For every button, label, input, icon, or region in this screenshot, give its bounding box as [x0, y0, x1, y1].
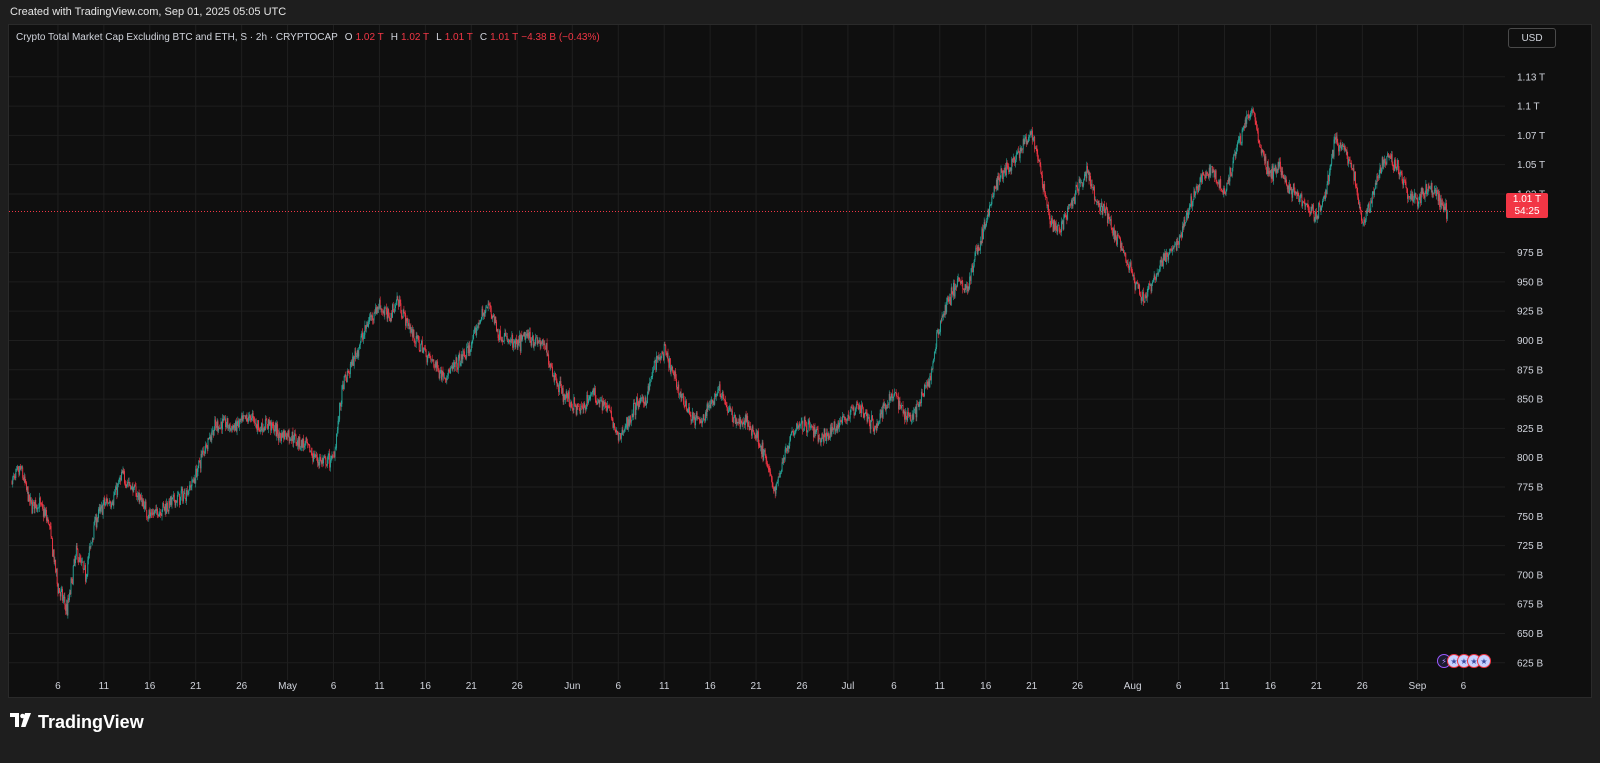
x-tick-label: 11	[935, 681, 946, 692]
x-tick-label: 6	[1461, 681, 1467, 692]
high-label: H	[390, 31, 398, 43]
open-label: O	[344, 31, 353, 43]
economic-events[interactable]: ⚡ ★ ★ ★ ★	[1437, 654, 1491, 668]
last-price-value: 1.01 T	[1512, 194, 1542, 205]
x-tick-label: 21	[1311, 681, 1323, 692]
x-tick-label: 6	[891, 681, 897, 692]
x-tick-label: 21	[1026, 681, 1038, 692]
x-tick-label: 26	[1072, 681, 1084, 692]
chart-attribution: Created with TradingView.com, Sep 01, 20…	[0, 0, 1600, 24]
currency-button[interactable]: USD	[1508, 28, 1556, 48]
x-tick-label: 16	[420, 681, 432, 692]
x-tick-label: 26	[796, 681, 808, 692]
y-tick-label: 950 B	[1517, 277, 1543, 288]
tradingview-logo[interactable]: TradingView	[10, 712, 144, 733]
high-value: 1.02 T	[400, 31, 430, 43]
x-tick-label: 21	[750, 681, 762, 692]
close-label: C	[479, 31, 488, 43]
y-tick-label: 750 B	[1517, 512, 1543, 523]
x-tick-label: 26	[1357, 681, 1369, 692]
x-tick-label: Jun	[564, 681, 580, 692]
chart-area[interactable]: 625 B 650 B 675 B 700 B 725 B 750 B 775 B 800 B…	[8, 24, 1592, 698]
x-tick-label: 11	[99, 681, 110, 692]
us-flag-icon[interactable]: ★	[1477, 654, 1491, 668]
y-tick-label: 975 B	[1517, 248, 1543, 259]
open-value: 1.02 T	[355, 31, 384, 43]
footer	[0, 698, 1600, 763]
x-tick-label: 21	[466, 681, 478, 692]
x-tick-label: 16	[144, 681, 156, 692]
y-tick-label: 775 B	[1517, 482, 1543, 493]
y-tick-label: 1.07 T	[1517, 131, 1545, 142]
x-tick-label: 6	[55, 681, 61, 692]
x-tick-label: 11	[374, 681, 385, 692]
x-tick-label: 6	[615, 681, 621, 692]
y-tick-label: 925 B	[1517, 307, 1543, 318]
x-tick-label: 16	[705, 681, 717, 692]
y-tick-label: 1.13 T	[1517, 72, 1545, 83]
x-tick-label: 26	[236, 681, 248, 692]
y-tick-label: 850 B	[1517, 395, 1543, 406]
candles	[11, 106, 1448, 619]
x-tick-label: Jul	[842, 681, 855, 692]
x-tick-label: May	[278, 681, 297, 692]
x-tick-label: 21	[190, 681, 202, 692]
x-tick-label: 11	[659, 681, 670, 692]
close-value: 1.01 T	[490, 31, 519, 43]
x-tick-label: 11	[1219, 681, 1230, 692]
x-tick-label: Sep	[1409, 681, 1427, 692]
y-tick-label: 1.05 T	[1517, 160, 1545, 171]
x-tick-label: Aug	[1124, 681, 1142, 692]
y-tick-label: 825 B	[1517, 424, 1543, 435]
y-tick-label: 800 B	[1517, 453, 1543, 464]
x-tick-label: 26	[512, 681, 524, 692]
y-tick-label: 625 B	[1517, 658, 1543, 669]
low-label: L	[436, 31, 442, 43]
symbol-title: Crypto Total Market Cap Excluding BTC an…	[16, 31, 338, 43]
candlestick-chart[interactable]: 625 B 650 B 675 B 700 B 725 B 750 B 775 B 800 B…	[9, 25, 1591, 697]
y-tick-label: 1.1 T	[1517, 102, 1540, 113]
y-tick-label: 900 B	[1517, 336, 1543, 347]
x-tick-label: 16	[980, 681, 992, 692]
y-tick-label: 675 B	[1517, 600, 1543, 611]
symbol-legend: Crypto Total Market Cap Excluding BTC an…	[16, 30, 600, 44]
low-value: 1.01 T	[444, 31, 473, 43]
tradingview-logo-text: TradingView	[38, 712, 144, 732]
x-tick-label: 6	[331, 681, 337, 692]
last-price-tag: 1.01 T 54:25	[1506, 193, 1548, 218]
y-tick-label: 725 B	[1517, 541, 1543, 552]
tradingview-logo-icon	[10, 713, 32, 732]
y-tick-label: 700 B	[1517, 570, 1543, 581]
y-tick-label: 875 B	[1517, 365, 1543, 376]
x-tick-label: 6	[1176, 681, 1182, 692]
y-tick-label: 650 B	[1517, 629, 1543, 640]
created-with-text: Created with TradingView.com, Sep 01, 20…	[10, 6, 287, 18]
x-tick-label: 16	[1265, 681, 1277, 692]
change-value: −4.38 B (−0.43%)	[521, 31, 600, 43]
bar-countdown: 54:25	[1514, 206, 1540, 217]
